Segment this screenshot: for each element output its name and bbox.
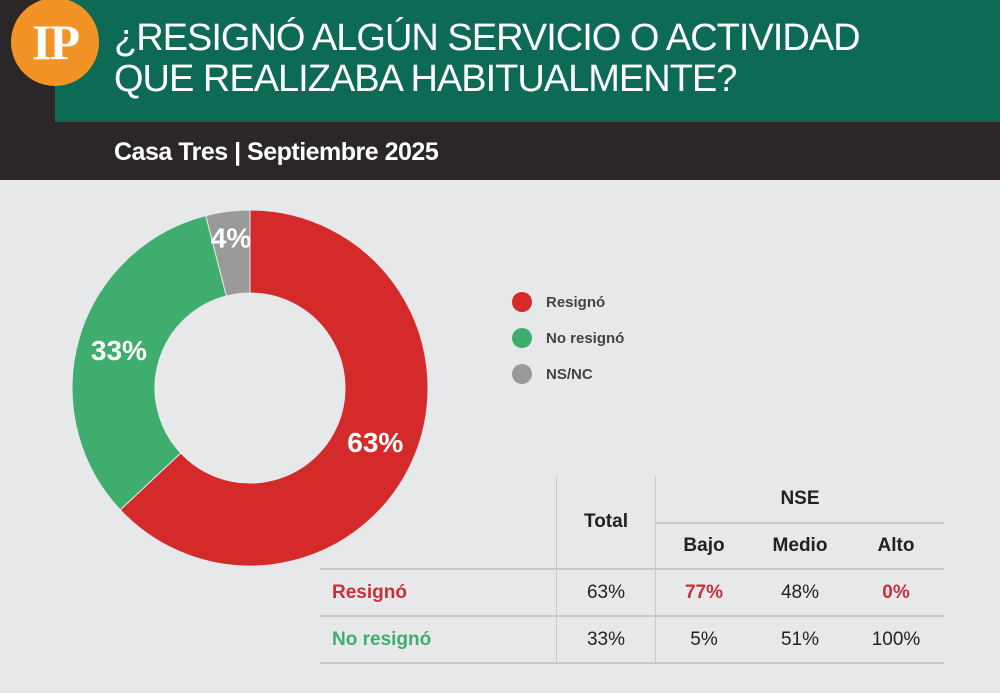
page-title: ¿RESIGNÓ ALGÚN SERVICIO O ACTIVIDAD QUE … — [114, 17, 861, 100]
cell: 100% — [871, 628, 921, 650]
nse-header: NSE — [655, 476, 944, 524]
alto-header: Alto — [848, 523, 944, 570]
slice-label: 63% — [347, 427, 403, 458]
cell: 0% — [882, 581, 910, 603]
title-line-1: ¿RESIGNÓ ALGÚN SERVICIO O ACTIVIDAD — [114, 17, 861, 59]
legend-label: Resignó — [546, 293, 606, 311]
legend-swatch — [512, 292, 532, 312]
slice-label: 4% — [211, 223, 252, 254]
slice-label: 33% — [91, 335, 147, 366]
cell: 48% — [780, 581, 820, 603]
cell: 5% — [655, 616, 752, 663]
empty-cell — [320, 476, 557, 570]
cell: 51% — [780, 628, 820, 650]
donut-slice-2 — [205, 209, 251, 297]
ip-logo: IP — [11, 0, 99, 86]
cell: 63% — [556, 569, 656, 616]
legend: Resignó No resignó NS/NC — [512, 284, 624, 392]
row-label: No resignó — [332, 628, 432, 650]
legend-item: NS/NC — [512, 356, 624, 392]
legend-item: No resignó — [512, 320, 624, 356]
table-row: Resignó 63% 77% 48% 0% — [320, 569, 944, 616]
legend-swatch — [512, 364, 532, 384]
donut-slice-1 — [71, 214, 227, 511]
medio-header: Medio — [752, 523, 848, 570]
row-label: Resignó — [332, 581, 407, 603]
table-row: No resignó 33% 5% 51% 100% — [320, 616, 944, 663]
legend-swatch — [512, 328, 532, 348]
legend-label: NS/NC — [546, 365, 593, 383]
title-band — [55, 0, 1000, 122]
total-header: Total — [556, 476, 656, 570]
subtitle: Casa Tres | Septiembre 2025 — [114, 138, 439, 166]
cell: 33% — [556, 616, 656, 663]
bajo-header: Bajo — [655, 523, 752, 570]
cell: 77% — [655, 569, 752, 616]
nse-table: Total NSE Bajo Medio Alto Resignó 63% 77… — [320, 476, 944, 664]
legend-label: No resignó — [546, 329, 625, 347]
legend-item: Resignó — [512, 284, 624, 320]
title-line-2: QUE REALIZABA HABITUALMENTE? — [114, 58, 737, 100]
